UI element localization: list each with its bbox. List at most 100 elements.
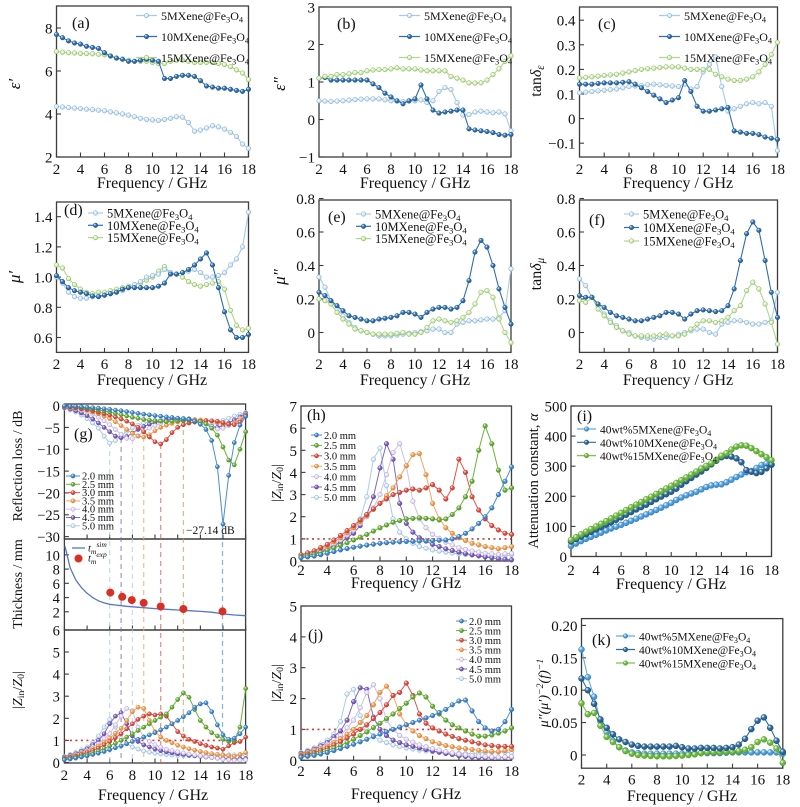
svg-text:5: 5 xyxy=(290,444,298,460)
svg-text:5MXene@Fe3O4: 5MXene@Fe3O4 xyxy=(107,207,193,223)
svg-text:tanδμ: tanδμ xyxy=(528,257,547,290)
svg-text:2: 2 xyxy=(576,162,584,178)
svg-text:200: 200 xyxy=(545,490,568,506)
svg-text:Frequency / GHz: Frequency / GHz xyxy=(351,786,461,803)
svg-text:16: 16 xyxy=(478,563,494,579)
svg-text:tanδε: tanδε xyxy=(528,65,547,97)
svg-text:10MXene@Fe3O4: 10MXene@Fe3O4 xyxy=(161,30,250,46)
svg-text:2.0 mm: 2.0 mm xyxy=(82,472,114,483)
svg-text:10: 10 xyxy=(45,548,60,564)
svg-text:500: 500 xyxy=(545,400,568,416)
svg-text:3.0 mm: 3.0 mm xyxy=(469,636,501,647)
svg-text:5MXene@Fe3O4: 5MXene@Fe3O4 xyxy=(375,208,461,224)
svg-text:0: 0 xyxy=(568,112,576,128)
svg-text:16: 16 xyxy=(480,357,496,373)
svg-text:2: 2 xyxy=(567,563,575,579)
svg-text:40wt%10MXene@Fe3O4: 40wt%10MXene@Fe3O4 xyxy=(600,438,717,452)
svg-text:2: 2 xyxy=(576,357,584,373)
svg-text:5MXene@Fe3O4: 5MXene@Fe3O4 xyxy=(643,208,729,224)
svg-text:2: 2 xyxy=(297,764,305,780)
svg-text:400: 400 xyxy=(545,430,568,446)
svg-text:15MXene@Fe3O4: 15MXene@Fe3O4 xyxy=(684,51,773,67)
svg-text:10: 10 xyxy=(145,162,160,178)
svg-text:8: 8 xyxy=(45,22,53,38)
svg-text:0.4: 0.4 xyxy=(557,259,576,275)
svg-text:16: 16 xyxy=(217,162,233,178)
svg-text:4: 4 xyxy=(290,466,298,482)
svg-text:6: 6 xyxy=(617,563,625,579)
svg-text:10MXene@Fe3O4: 10MXene@Fe3O4 xyxy=(424,30,513,46)
svg-text:−10: −10 xyxy=(37,443,60,459)
svg-text:12: 12 xyxy=(700,773,715,789)
svg-text:(j): (j) xyxy=(308,627,323,644)
svg-text:−25: −25 xyxy=(37,508,60,524)
svg-text:2: 2 xyxy=(53,357,61,373)
svg-text:2.0 mm: 2.0 mm xyxy=(324,431,356,442)
svg-text:12: 12 xyxy=(696,162,711,178)
svg-text:15MXene@Fe3O4: 15MXene@Fe3O4 xyxy=(424,51,513,67)
svg-text:Thickness / mm: Thickness / mm xyxy=(11,539,26,629)
svg-text:2: 2 xyxy=(61,768,69,784)
svg-text:Frequency / GHz: Frequency / GHz xyxy=(351,575,461,592)
svg-text:Frequency / GHz: Frequency / GHz xyxy=(360,372,470,389)
svg-text:2: 2 xyxy=(308,38,316,54)
svg-text:2: 2 xyxy=(53,605,60,621)
svg-text:16: 16 xyxy=(478,764,494,780)
svg-text:16: 16 xyxy=(739,563,755,579)
svg-text:10: 10 xyxy=(399,563,414,579)
svg-text:100: 100 xyxy=(545,520,568,536)
svg-text:2.5 mm: 2.5 mm xyxy=(324,441,356,452)
svg-text:−1: −1 xyxy=(299,151,315,167)
svg-text:6: 6 xyxy=(45,65,53,81)
svg-text:300: 300 xyxy=(545,460,568,476)
svg-text:3: 3 xyxy=(308,1,316,17)
svg-text:14: 14 xyxy=(193,357,209,373)
svg-text:10MXene@Fe3O4: 10MXene@Fe3O4 xyxy=(643,221,735,237)
svg-text:12: 12 xyxy=(432,162,447,178)
svg-text:0.8: 0.8 xyxy=(557,192,576,208)
svg-text:5MXene@Fe3O4: 5MXene@Fe3O4 xyxy=(424,9,507,25)
svg-text:Attenuation constant, α: Attenuation constant, α xyxy=(526,413,542,549)
svg-text:4.0 mm: 4.0 mm xyxy=(82,505,114,516)
svg-text:8: 8 xyxy=(125,357,133,373)
svg-text:6: 6 xyxy=(53,577,60,593)
svg-text:40wt%10MXene@Fe3O4: 40wt%10MXene@Fe3O4 xyxy=(639,645,756,659)
svg-text:6: 6 xyxy=(350,764,358,780)
svg-text:0: 0 xyxy=(53,756,60,772)
svg-text:3: 3 xyxy=(290,488,298,504)
svg-text:3.5 mm: 3.5 mm xyxy=(469,646,501,657)
svg-text:10: 10 xyxy=(408,357,423,373)
svg-text:−27.14 dB: −27.14 dB xyxy=(186,525,235,537)
svg-text:14: 14 xyxy=(456,357,472,373)
svg-text:8: 8 xyxy=(129,768,137,784)
svg-text:10MXene@Fe3O4: 10MXene@Fe3O4 xyxy=(684,30,773,46)
svg-text:18: 18 xyxy=(770,357,785,373)
svg-text:0.4: 0.4 xyxy=(296,259,315,275)
svg-text:4: 4 xyxy=(339,357,347,373)
svg-text:4: 4 xyxy=(290,630,298,646)
svg-text:(i): (i) xyxy=(577,408,592,425)
svg-text:12: 12 xyxy=(170,768,185,784)
svg-text:3.5 mm: 3.5 mm xyxy=(324,462,356,473)
svg-text:8: 8 xyxy=(653,773,661,789)
svg-text:6: 6 xyxy=(625,162,633,178)
svg-text:4: 4 xyxy=(600,162,608,178)
svg-text:8: 8 xyxy=(125,162,133,178)
svg-text:6: 6 xyxy=(628,773,636,789)
svg-text:0: 0 xyxy=(570,749,578,765)
svg-text:18: 18 xyxy=(764,563,779,579)
svg-text:18: 18 xyxy=(504,357,519,373)
svg-text:4: 4 xyxy=(53,668,61,684)
svg-text:ε″: ε″ xyxy=(270,76,289,91)
svg-text:5: 5 xyxy=(53,646,60,662)
svg-text:16: 16 xyxy=(480,162,496,178)
svg-text:0.1: 0.1 xyxy=(557,88,576,104)
svg-text:0.3: 0.3 xyxy=(557,38,576,54)
svg-text:0.10: 0.10 xyxy=(551,684,577,700)
svg-text:2: 2 xyxy=(53,162,61,178)
svg-text:12: 12 xyxy=(696,357,711,373)
svg-text:2: 2 xyxy=(53,712,60,728)
svg-text:0.20: 0.20 xyxy=(551,619,577,635)
svg-text:4: 4 xyxy=(600,357,608,373)
svg-text:1.0: 1.0 xyxy=(34,271,53,287)
